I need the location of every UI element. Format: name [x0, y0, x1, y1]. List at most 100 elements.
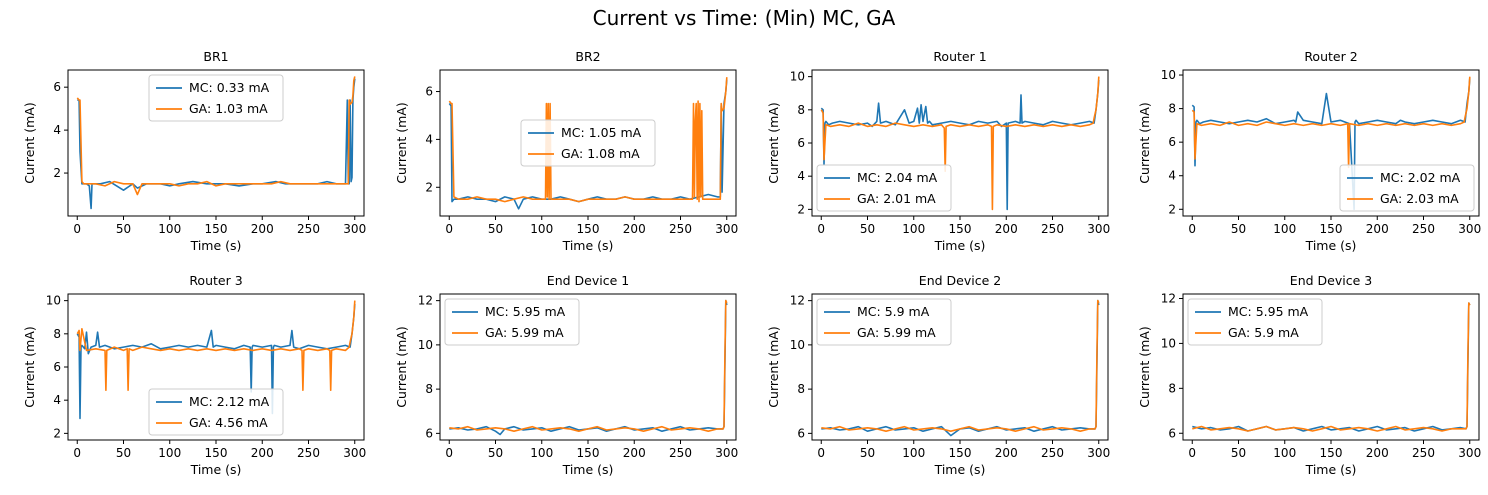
y-axis-label: Current (mA) [766, 102, 781, 183]
legend-entry: GA: 2.01 mA [857, 191, 936, 206]
x-tick-label: 0 [1188, 222, 1196, 236]
legend-box [520, 119, 656, 167]
x-tick-label: 250 [297, 446, 320, 460]
x-tick-label: 0 [817, 222, 825, 236]
legend-entry: GA: 5.99 mA [485, 325, 564, 340]
x-tick-label: 0 [817, 446, 825, 460]
legend-box [816, 298, 952, 346]
y-axis-label: Current (mA) [22, 326, 37, 407]
legend-entry: MC: 0.33 mA [189, 80, 270, 95]
legend: MC: 2.02 mA GA: 2.03 mA [1339, 164, 1475, 212]
y-tick-label: 8 [797, 103, 805, 117]
legend-entry: GA: 2.03 mA [1380, 191, 1459, 206]
legend: MC: 2.12 mA GA: 4.56 mA [148, 388, 284, 436]
y-tick-label: 6 [53, 80, 61, 94]
x-tick-label: 100 [530, 222, 553, 236]
y-tick-label: 4 [1168, 169, 1176, 183]
y-tick-label: 4 [53, 393, 61, 407]
legend-entry: GA: 1.08 mA [561, 146, 640, 161]
x-tick-label: 250 [1041, 446, 1064, 460]
legend-box [1187, 298, 1323, 346]
subplot-3: Router 2 0 50 100 150 200 250 300 2 4 6 8 10 Time (s)… [1137, 49, 1481, 253]
legend-box [148, 74, 284, 122]
series-line-mc [449, 299, 728, 436]
x-tick-label: 250 [1041, 222, 1064, 236]
x-tick-label: 250 [1412, 446, 1435, 460]
x-tick-label: 0 [445, 222, 453, 236]
y-tick-label: 12 [1161, 291, 1176, 305]
subplot-title: End Device 1 [547, 273, 629, 288]
x-tick-label: 150 [1320, 446, 1343, 460]
y-tick-label: 4 [425, 132, 433, 146]
x-tick-label: 200 [623, 222, 646, 236]
y-tick-label: 6 [797, 136, 805, 150]
subplot-title: End Device 2 [919, 273, 1001, 288]
figure-title: Current vs Time: (Min) MC, GA [592, 6, 896, 30]
subplot-1: BR2 0 50 100 150 200 250 300 2 4 6 Time (s) Current … [394, 49, 738, 253]
x-tick-label: 50 [860, 446, 875, 460]
subplot-title: Router 2 [1304, 49, 1357, 64]
legend-box [1339, 164, 1475, 212]
x-tick-label: 100 [902, 446, 925, 460]
y-axis-label: Current (mA) [394, 326, 409, 407]
series-line-ga [820, 76, 1100, 211]
x-tick-label: 150 [205, 446, 228, 460]
legend-entry: MC: 2.12 mA [189, 394, 270, 409]
x-tick-label: 200 [1366, 222, 1389, 236]
subplot-title: End Device 3 [1290, 273, 1372, 288]
subplot-7: End Device 3 0 50 100 150 200 250 300 6 8 10 12 Time… [1137, 273, 1481, 477]
x-axis-label: Time (s) [1305, 462, 1357, 477]
x-tick-label: 100 [1273, 446, 1296, 460]
y-tick-label: 8 [797, 382, 805, 396]
x-tick-label: 50 [116, 222, 131, 236]
x-tick-label: 300 [1087, 222, 1110, 236]
x-tick-label: 100 [158, 446, 181, 460]
y-tick-label: 10 [790, 338, 805, 352]
x-tick-label: 50 [116, 446, 131, 460]
y-tick-label: 2 [425, 180, 433, 194]
y-tick-label: 10 [1161, 68, 1176, 82]
y-axis-label: Current (mA) [766, 326, 781, 407]
x-tick-label: 300 [715, 222, 738, 236]
series-line-ga [76, 300, 356, 392]
legend-entry: MC: 1.05 mA [561, 125, 642, 140]
legend: MC: 5.9 mA GA: 5.99 mA [816, 298, 952, 346]
x-tick-label: 300 [343, 222, 366, 236]
y-tick-label: 6 [53, 360, 61, 374]
x-tick-label: 0 [445, 446, 453, 460]
y-tick-label: 12 [790, 294, 805, 308]
series-line-mc [76, 303, 356, 420]
y-tick-label: 10 [46, 294, 61, 308]
subplot-2: Router 1 0 50 100 150 200 250 300 2 4 6 8 10 Time (s)… [766, 49, 1110, 253]
x-tick-label: 300 [715, 446, 738, 460]
legend-entry: GA: 4.56 mA [189, 415, 268, 430]
y-tick-label: 2 [53, 166, 61, 180]
legend: MC: 2.04 mA GA: 2.01 mA [816, 164, 952, 212]
legend: MC: 5.95 mA GA: 5.99 mA [444, 298, 580, 346]
series-line-mc [448, 79, 728, 210]
y-tick-label: 8 [1168, 381, 1176, 395]
x-axis-label: Time (s) [190, 238, 242, 253]
x-axis-label: Time (s) [562, 462, 614, 477]
subplot-6: End Device 2 0 50 100 150 200 250 300 6 8 10 12 Time… [766, 273, 1110, 477]
y-tick-label: 10 [418, 338, 433, 352]
y-tick-label: 8 [1168, 102, 1176, 116]
legend: MC: 0.33 mA GA: 1.03 mA [148, 74, 284, 122]
x-tick-label: 150 [577, 446, 600, 460]
x-tick-label: 0 [1188, 446, 1196, 460]
x-tick-label: 100 [158, 222, 181, 236]
legend-entry: GA: 5.9 mA [1228, 325, 1299, 340]
x-tick-label: 200 [995, 446, 1018, 460]
legend-entry: GA: 5.99 mA [857, 325, 936, 340]
y-tick-label: 6 [425, 85, 433, 99]
x-tick-label: 50 [860, 222, 875, 236]
y-tick-label: 6 [1168, 135, 1176, 149]
x-tick-label: 100 [530, 446, 553, 460]
series-line-ga [1191, 76, 1471, 169]
x-tick-label: 200 [1366, 446, 1389, 460]
x-tick-label: 200 [251, 222, 274, 236]
y-axis-label: Current (mA) [22, 102, 37, 183]
x-tick-label: 300 [1087, 446, 1110, 460]
legend-box [148, 388, 284, 436]
